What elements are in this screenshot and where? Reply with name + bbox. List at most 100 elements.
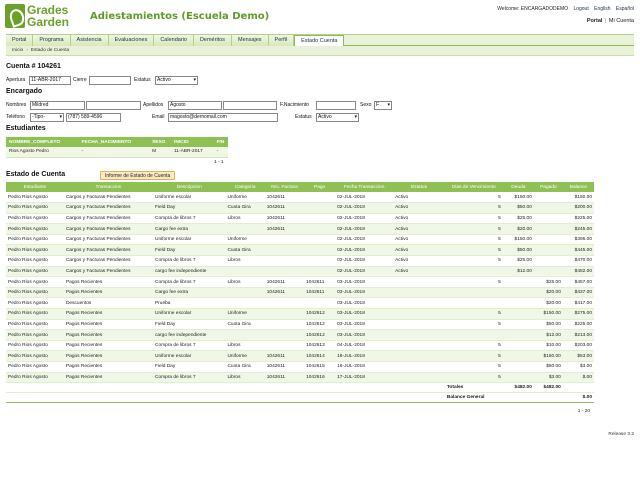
portal-link[interactable]: Portal xyxy=(586,18,603,24)
estado-cell: 1042611 xyxy=(264,276,305,288)
estado-cell: 1042612 xyxy=(304,329,336,341)
estado-cell: $50.00 xyxy=(533,319,563,331)
estado-col-header[interactable]: Fecha Transaccion xyxy=(335,182,394,192)
estado-cell: Cargo fee extra xyxy=(152,223,226,235)
apellidos-field-2[interactable] xyxy=(223,101,277,110)
estado-cell: Uniforme escolar xyxy=(152,350,226,362)
estado-cell: Compra de libros 7 xyxy=(152,276,226,288)
estado-cell: Pedro Rios Agosto xyxy=(6,340,64,352)
estado-cell: Pedro Rios Agosto xyxy=(6,266,64,278)
estado-cell: $470.00 xyxy=(562,255,594,267)
logout-link[interactable]: Logout xyxy=(573,6,589,12)
estado-cell: 03-JUL-2018 xyxy=(335,308,394,320)
espanol-link[interactable]: Español xyxy=(615,6,634,12)
tab-perfil[interactable]: Perfil xyxy=(268,35,295,46)
estado-cell xyxy=(502,276,534,288)
estado-row: Pedro Rios Agosto Pagos Recientes Uniforme… xyxy=(6,308,594,320)
estado-row: Pedro Rios Agosto Pagos Recientes Uniforme… xyxy=(6,350,594,362)
estado-cell xyxy=(502,340,534,352)
estado-row: Pedro Rios Agosto Pagos Recientes Compra d… xyxy=(6,276,594,288)
estado-col-header[interactable]: Categoria xyxy=(225,182,265,192)
estado-col-header[interactable]: Pago xyxy=(304,182,336,192)
release-version: Release 3.2 xyxy=(608,432,634,437)
estado-cell: Pedro Rios Agosto xyxy=(6,372,64,384)
cuenta-estatus-label: Estatus xyxy=(134,77,151,83)
estado-col-header[interactable]: Pagado xyxy=(533,182,563,192)
estado-cell xyxy=(264,255,305,267)
estado-cell: 5 xyxy=(444,372,503,384)
totales-deuda: $482.00 xyxy=(502,382,534,394)
estado-cell: 5 xyxy=(444,255,503,267)
english-link[interactable]: English xyxy=(594,6,611,12)
informe-estado-button[interactable]: Informe de Estado de Cuenta xyxy=(100,171,176,180)
estado-cell xyxy=(264,234,305,246)
estado-cell: Pagos Recientes xyxy=(63,350,153,362)
estado-cell: 5 xyxy=(444,202,503,214)
estudiantes-col-header[interactable]: INICIO xyxy=(171,137,214,147)
estado-col-header[interactable]: Deuda xyxy=(502,182,534,192)
estado-cell: 02-JUL-2018 xyxy=(335,213,394,225)
estado-col-header[interactable]: Transaccion xyxy=(63,182,153,192)
estado-cell xyxy=(502,319,534,331)
nombres-field-2[interactable] xyxy=(86,101,141,110)
estado-cell xyxy=(225,266,265,278)
tab-evaluaciones[interactable]: Evaluaciones xyxy=(108,35,155,46)
tab-portal[interactable]: Portal xyxy=(6,35,34,46)
apertura-field[interactable]: 11-ABR-2017 xyxy=(29,76,71,85)
estudiantes-col-header[interactable]: FECHA_NACIMIENTO xyxy=(78,137,150,147)
estado-cell xyxy=(533,255,563,267)
estado-col-header[interactable]: Descripcion xyxy=(152,182,226,192)
encargado-estatus-select[interactable]: Activo xyxy=(316,113,359,122)
estado-col-header[interactable]: Nro. Factura xyxy=(264,182,305,192)
estado-col-header[interactable]: Estudiante xyxy=(6,182,64,192)
breadcrumb-home[interactable]: Inicio xyxy=(12,48,24,53)
nombres-label: Nombres xyxy=(6,102,27,108)
tab-dem-ritos[interactable]: Deméritos xyxy=(193,35,232,46)
estado-cell: Field Day xyxy=(152,361,226,373)
estado-cell xyxy=(393,319,445,331)
cierre-field[interactable] xyxy=(89,76,131,85)
balance-label: Balance General xyxy=(444,392,534,404)
estado-cell: Pedro Rios Agosto xyxy=(6,350,64,362)
nombres-field[interactable]: Mildred xyxy=(30,101,85,110)
estado-cell: Uniforme xyxy=(225,234,265,246)
tab-mensajes[interactable]: Mensajes xyxy=(232,35,269,46)
apellidos-label: Apellidos xyxy=(143,102,164,108)
estado-cell xyxy=(304,223,336,235)
estado-cell: 02-JUL-2018 xyxy=(335,202,394,214)
nacimiento-field[interactable] xyxy=(316,101,356,110)
grades-garden-logo[interactable]: Grades Garden xyxy=(5,4,85,32)
telefono-tipo-select[interactable]: -Tipo- xyxy=(30,113,64,122)
estudiantes-table: NOMBRE_COMPLETO FECHA_NACIMIENTO SEXO INICI… xyxy=(6,137,228,158)
telefono-field[interactable]: (787) 589-4596 xyxy=(66,113,121,122)
estudiante-row[interactable]: Rios Agosto Pedro - M 11-ABR-2017- xyxy=(6,147,228,158)
tab-programa[interactable]: Programa xyxy=(33,35,71,46)
estado-cell: $225.00 xyxy=(562,213,594,225)
estado-cell: cargo fee independiente xyxy=(152,266,226,278)
email-field[interactable]: magosto@demomail.com xyxy=(168,113,278,122)
estado-col-header[interactable]: Estatus xyxy=(393,182,445,192)
tab-estado-cuenta[interactable]: Estado Cuenta xyxy=(294,35,345,46)
estado-col-header[interactable]: Dias de Vencimiento xyxy=(444,182,503,192)
estado-cell xyxy=(502,287,534,299)
estado-cell: Compra de libros 7 xyxy=(152,340,226,352)
cuenta-estatus-select[interactable]: Activo xyxy=(155,76,198,85)
estado-cell: Pedro Rios Agosto xyxy=(6,202,64,214)
estudiantes-col-header[interactable]: NOMBRE_COMPLETO xyxy=(6,137,79,147)
estudiantes-col-header[interactable]: SEXO xyxy=(149,137,171,147)
cuenta-title: Cuenta # 104261 xyxy=(6,63,61,70)
tab-asistencia[interactable]: Asistencia xyxy=(70,35,109,46)
tab-calendario[interactable]: Calendario xyxy=(154,35,194,46)
estado-cell: Pedro Rios Agosto xyxy=(6,244,64,257)
email-label: Email xyxy=(152,114,165,120)
estado-row: Pedro Rios Agosto Cargos y Facturas Pendi… xyxy=(6,255,594,267)
estado-row: Pedro Rios Agosto Cargos y Facturas Pendi… xyxy=(6,192,594,204)
sexo-select[interactable]: F xyxy=(374,101,392,110)
estado-cell: Descuentos xyxy=(63,297,153,310)
mi-cuenta-link[interactable]: Mi Cuenta xyxy=(608,18,634,24)
apellidos-field[interactable]: Agosto xyxy=(168,101,222,110)
estudiantes-col-header[interactable]: FIN xyxy=(213,137,228,147)
estado-col-header[interactable]: Balance xyxy=(562,182,594,192)
estado-cell xyxy=(502,308,534,320)
estado-row: Pedro Rios Agosto Cargos y Facturas Pendi… xyxy=(6,213,594,225)
